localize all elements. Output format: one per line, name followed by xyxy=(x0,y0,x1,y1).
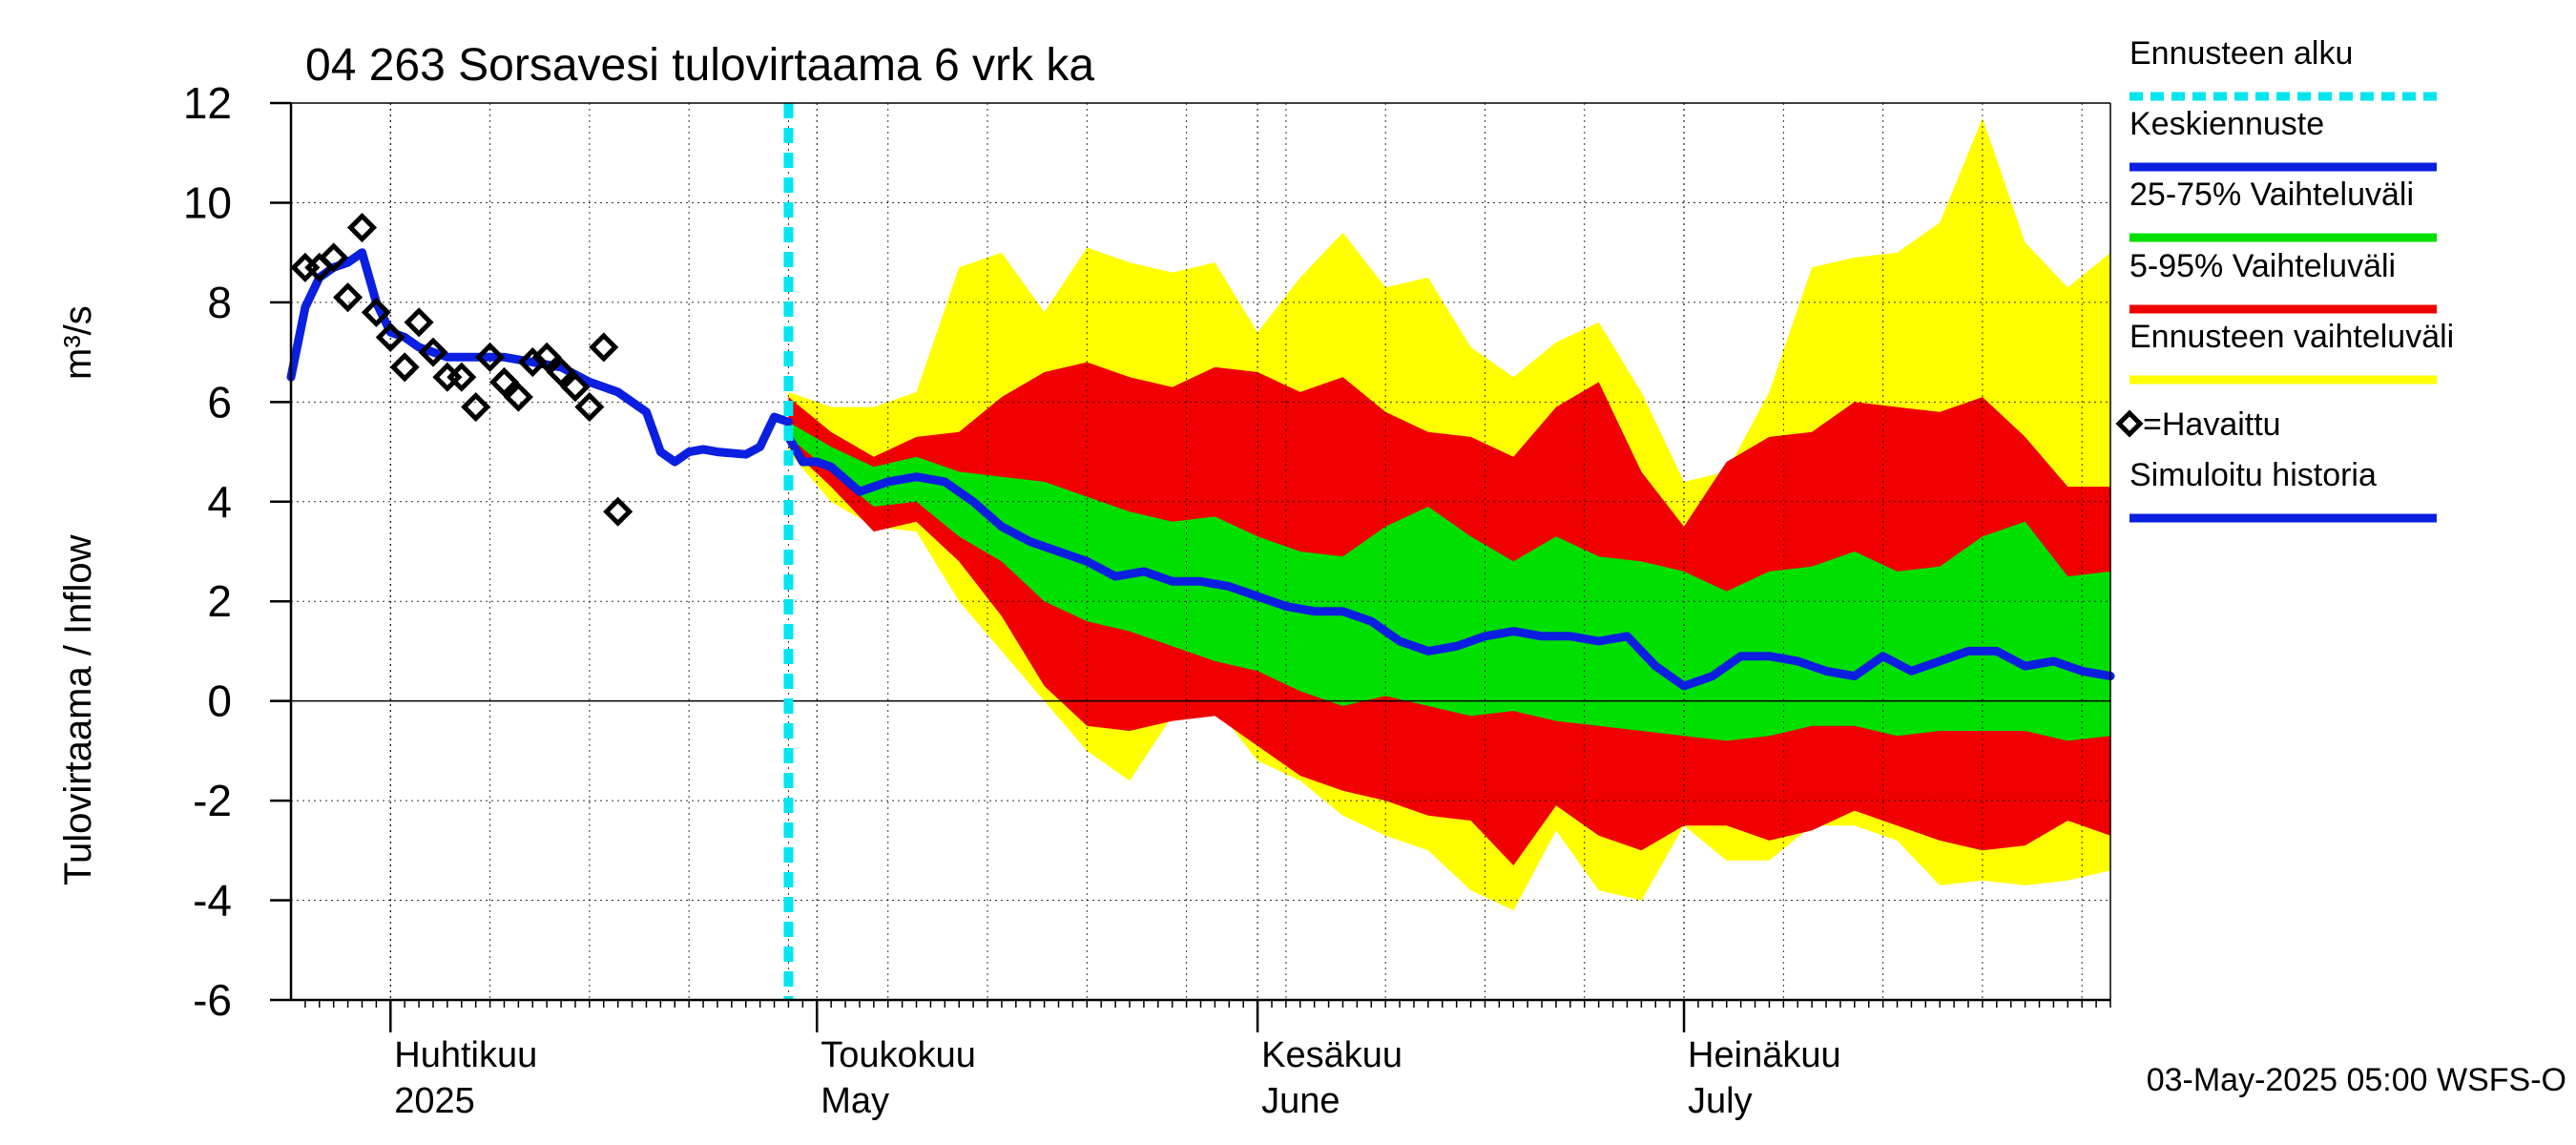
observed-point xyxy=(346,213,378,243)
legend-label: 25-75% Vaihteluväli xyxy=(2129,177,2414,213)
y-tick-label: 0 xyxy=(207,677,232,726)
y-tick-label: -6 xyxy=(193,975,232,1025)
observed-point xyxy=(461,392,491,423)
y-tick-label: 8 xyxy=(207,278,232,327)
y-axis-unit: m³/s xyxy=(57,305,99,380)
y-axis-label: Tulovirtaama / Inflow xyxy=(57,534,99,885)
observed-point xyxy=(389,352,420,383)
observed-point xyxy=(475,342,506,372)
observed-point xyxy=(517,347,548,378)
legend-marker xyxy=(2115,409,2144,438)
legend-label: Simuloitu historia xyxy=(2129,457,2377,493)
x-month-label-en: June xyxy=(1261,1081,1340,1121)
observed-point xyxy=(531,342,562,372)
series-line-keskiennuste xyxy=(783,432,2115,691)
y-tick-label: 4 xyxy=(207,477,232,527)
y-tick-label: 10 xyxy=(183,177,232,227)
observed-point xyxy=(375,322,405,352)
x-month-label: Toukokuu xyxy=(821,1035,976,1075)
legend: Ennusteen alku Keskiennuste 25-75% Vaihtel… xyxy=(2115,35,2454,523)
legend-label: =Havaittu xyxy=(2143,406,2281,443)
observed-point xyxy=(447,362,477,392)
observed-markers xyxy=(290,213,634,527)
x-month-label-en: 2025 xyxy=(394,1081,475,1121)
legend-label: 5-95% Vaihteluväli xyxy=(2129,248,2396,284)
observed-point xyxy=(560,372,591,403)
observed-point xyxy=(603,496,634,527)
observed-point xyxy=(503,382,533,412)
legend-label: Ennusteen vaihteluväli xyxy=(2129,319,2454,355)
x-month-label: Heinäkuu xyxy=(1688,1035,1841,1075)
observed-point xyxy=(546,357,576,387)
x-month-label: Kesäkuu xyxy=(1261,1035,1402,1075)
observed-point xyxy=(319,242,349,273)
y-tick-label: 2 xyxy=(207,576,232,626)
observed-point xyxy=(418,337,448,367)
series-lines xyxy=(286,103,2115,1000)
observed-point xyxy=(361,297,391,327)
y-tick-label: 6 xyxy=(207,377,232,427)
timestamp: 03-May-2025 05:00 WSFS-O xyxy=(2147,1062,2566,1098)
observed-point xyxy=(574,392,605,423)
legend-label: Keskiennuste xyxy=(2129,106,2324,142)
y-tick-label: -4 xyxy=(193,876,232,926)
observed-point xyxy=(488,366,520,397)
x-month-label-en: July xyxy=(1688,1081,1753,1121)
legend-label: Ennusteen alku xyxy=(2129,35,2353,72)
x-month-label-en: May xyxy=(821,1081,889,1121)
y-tick-label: -2 xyxy=(193,776,232,825)
y-tick-label: 12 xyxy=(183,78,232,128)
chart-title: 04 263 Sorsavesi tulovirtaama 6 vrk ka xyxy=(305,40,1094,91)
observed-point xyxy=(333,282,364,313)
series-line-simuloitu-historia xyxy=(286,248,793,467)
x-month-label: Huhtikuu xyxy=(394,1035,537,1075)
observed-point xyxy=(404,307,434,338)
observed-point xyxy=(589,332,619,363)
axes: -6 -4 -2 0 2 4 6 8 10 12 Huhtikuu 2025 Toukokuu May Ke… xyxy=(183,78,2111,1121)
